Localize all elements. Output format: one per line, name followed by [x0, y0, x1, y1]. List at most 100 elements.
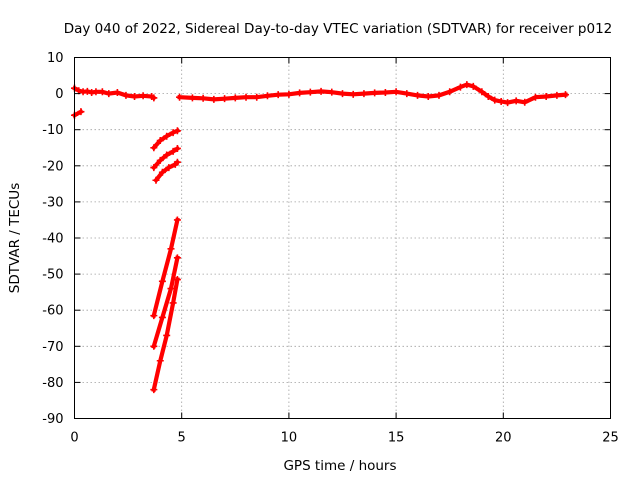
data-point [158, 313, 166, 321]
series-steep-1 [150, 216, 181, 320]
data-point [176, 93, 184, 101]
data-point [122, 91, 130, 99]
series-line [151, 217, 180, 319]
data-point [306, 88, 314, 96]
data-point [435, 91, 443, 99]
data-point [497, 98, 505, 106]
data-point [150, 164, 158, 172]
data-point [403, 90, 411, 98]
chart-title: Day 040 of 2022, Sidereal Day-to-day VTE… [64, 21, 613, 37]
series-steep-2 [150, 254, 181, 350]
data-point [139, 92, 147, 100]
data-point [169, 129, 177, 137]
data-point [392, 88, 400, 96]
data-point [165, 164, 173, 172]
data-point [542, 92, 550, 100]
data-point [152, 176, 160, 184]
data-point [553, 91, 561, 99]
data-point [561, 91, 569, 99]
data-point [484, 92, 492, 100]
data-point [163, 331, 171, 339]
y-tick-label: -60 [42, 304, 63, 319]
data-point [163, 132, 171, 140]
data-point [156, 357, 164, 365]
data-point [531, 93, 539, 101]
data-point [199, 94, 207, 102]
data-point [349, 90, 357, 98]
y-tick-label: -90 [42, 412, 63, 427]
data-point [360, 90, 368, 98]
data-point [371, 89, 379, 97]
data-point [150, 342, 158, 350]
data-point [150, 94, 158, 102]
y-axis-title: SDTVAR / TECUs [7, 183, 23, 293]
y-tick-label: 10 [47, 51, 64, 66]
data-point [414, 91, 422, 99]
x-tick-label: 10 [281, 431, 298, 446]
data-point [446, 88, 454, 96]
y-tick-label: -10 [42, 123, 63, 138]
data-point [188, 94, 196, 102]
data-point [296, 89, 304, 97]
data-point [173, 127, 181, 135]
data-point [173, 254, 181, 262]
data-point [521, 98, 529, 106]
data-point [463, 81, 471, 89]
data-point [150, 386, 158, 394]
series-main-track-late [176, 81, 569, 107]
y-tick-label: -40 [42, 232, 63, 247]
y-tick-label: -30 [42, 195, 63, 210]
data-point [456, 83, 464, 91]
x-tick-label: 20 [495, 431, 512, 446]
x-tick-label: 15 [388, 431, 405, 446]
series-layer [71, 81, 569, 394]
label-layer: 10 0 -10 -20 -30 -40 -50 -60 -70 -80 -90 0 5 10 15 20 25 [42, 51, 619, 446]
data-point [253, 93, 261, 101]
data-point [381, 89, 389, 97]
data-point [92, 88, 100, 96]
series-arc-2 [150, 144, 181, 172]
tick-layer [74, 57, 611, 419]
data-point [158, 277, 166, 285]
data-point [167, 245, 175, 253]
data-point [98, 88, 106, 96]
y-tick-label: -80 [42, 376, 63, 391]
series-arc-3 [152, 158, 181, 184]
data-point [158, 168, 166, 176]
data-point [156, 156, 164, 164]
data-point [491, 96, 499, 104]
data-point [512, 97, 520, 105]
data-point [339, 90, 346, 98]
data-point [263, 92, 271, 100]
data-point [469, 82, 477, 90]
data-point [150, 144, 158, 152]
x-tick-label: 0 [70, 431, 78, 446]
data-point [173, 216, 181, 224]
data-point [169, 147, 177, 155]
data-point [285, 90, 293, 98]
x-tick-label: 25 [602, 431, 619, 446]
data-point [173, 276, 181, 284]
data-point [113, 89, 121, 97]
data-point [75, 87, 83, 95]
data-point [221, 95, 229, 103]
data-point [156, 137, 164, 145]
data-point [504, 99, 512, 107]
x-axis-title: GPS time / hours [283, 458, 396, 474]
data-point [131, 92, 139, 100]
data-point [169, 299, 177, 307]
data-point [274, 91, 282, 99]
data-point [317, 87, 325, 95]
y-tick-label: 0 [55, 87, 63, 102]
y-tick-label: -50 [42, 268, 63, 283]
data-point [83, 87, 91, 95]
x-tick-label: 5 [178, 431, 186, 446]
data-point [328, 88, 336, 96]
data-point [105, 90, 113, 98]
data-point [173, 144, 181, 152]
y-tick-label: -70 [42, 340, 63, 355]
series-steep-3 [150, 276, 181, 394]
data-point [173, 158, 181, 166]
